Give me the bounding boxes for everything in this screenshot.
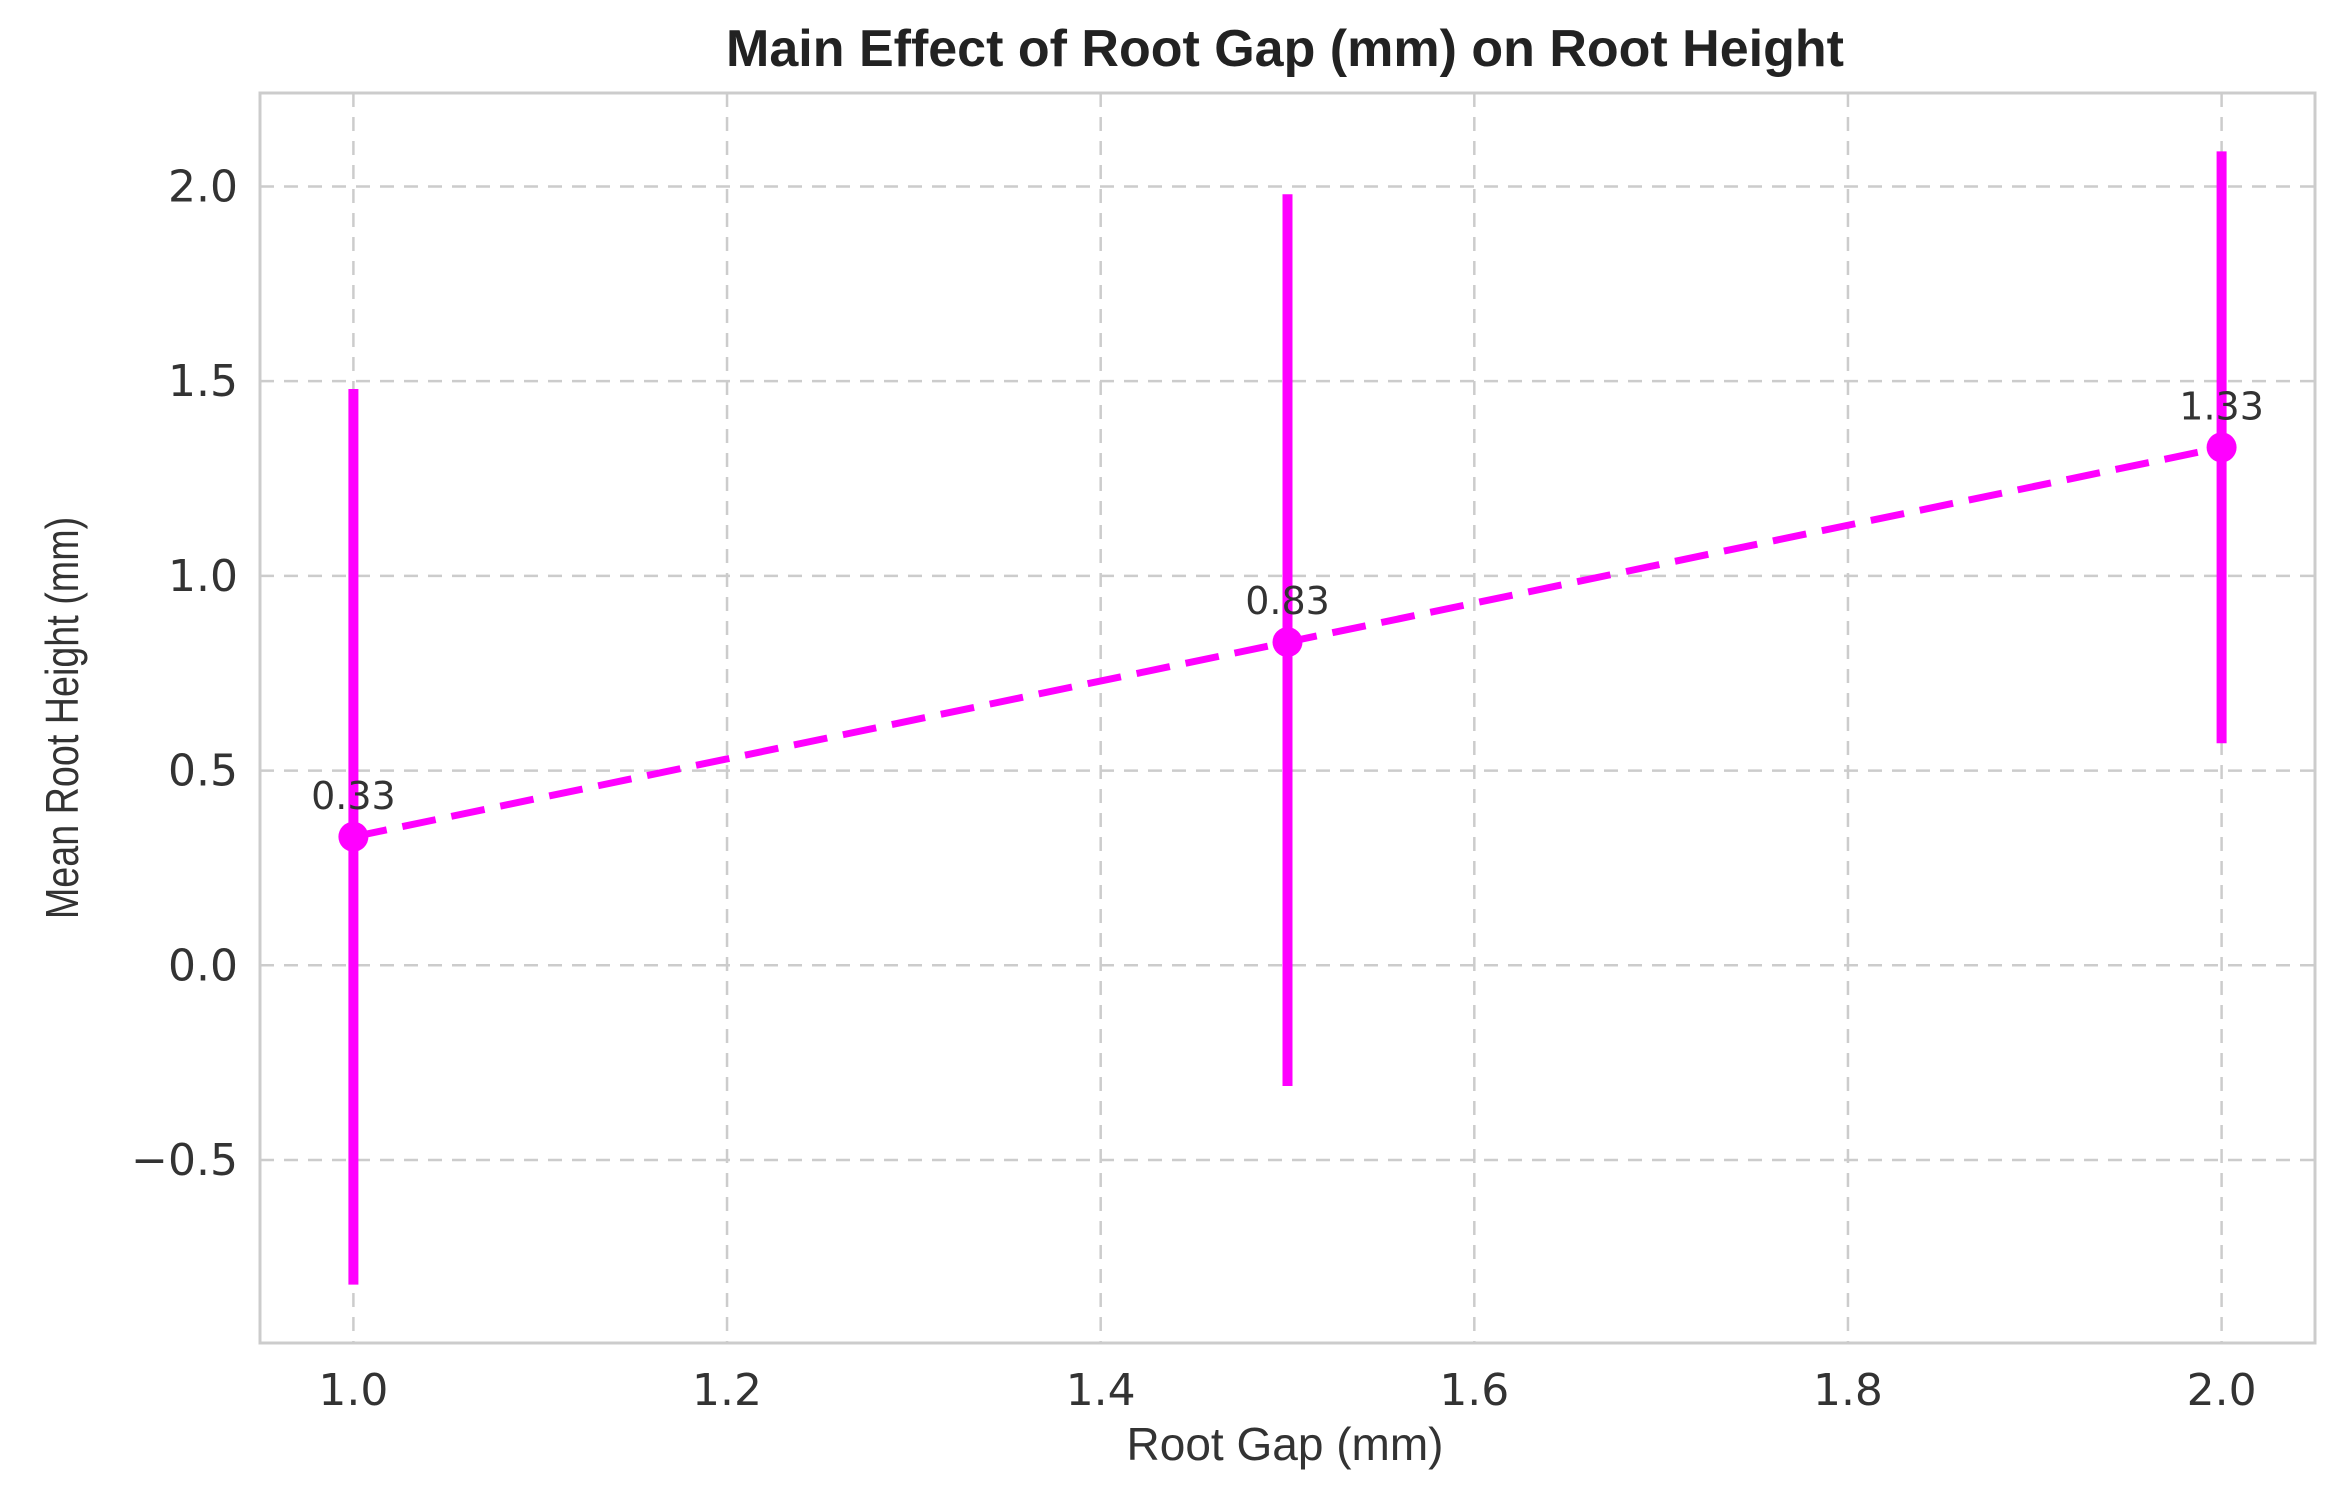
x-tick-label: 1.8 — [1813, 1365, 1883, 1416]
data-point — [1272, 627, 1303, 658]
chart-title: Main Effect of Root Gap (mm) on Root Hei… — [726, 20, 1844, 78]
x-tick-label: 2.0 — [2187, 1365, 2257, 1416]
y-tick-label: −0.5 — [131, 1135, 238, 1186]
y-axis-label: Mean Root Height (mm) — [36, 517, 87, 919]
data-label: 0.33 — [311, 774, 396, 818]
data-series: 0.33 0.83 1.33 — [311, 151, 2264, 1285]
x-tick-label: 1.0 — [318, 1365, 388, 1416]
data-label: 1.33 — [2179, 384, 2264, 428]
x-tick-label: 1.2 — [692, 1365, 762, 1416]
y-tick-label: 2.0 — [168, 161, 238, 212]
data-point — [338, 821, 369, 852]
x-axis-label: Root Gap (mm) — [1127, 1418, 1444, 1470]
y-tick-label: 0.0 — [168, 940, 238, 991]
y-tick-label: 0.5 — [168, 746, 238, 797]
plot-frame — [258, 91, 2317, 1345]
data-point — [2206, 432, 2237, 463]
x-tick-label: 1.6 — [1439, 1365, 1509, 1416]
x-tick-label: 1.4 — [1066, 1365, 1136, 1416]
grid-lines — [260, 93, 2315, 1343]
data-label: 0.83 — [1245, 579, 1330, 623]
y-tick-label: 1.0 — [168, 551, 238, 602]
y-tick-label: 1.5 — [168, 356, 238, 407]
tick-labels: 1.0 1.2 1.4 1.6 1.8 2.0 −0.5 0.0 0.5 1.0 1.5 2.0 — [131, 161, 2256, 1416]
